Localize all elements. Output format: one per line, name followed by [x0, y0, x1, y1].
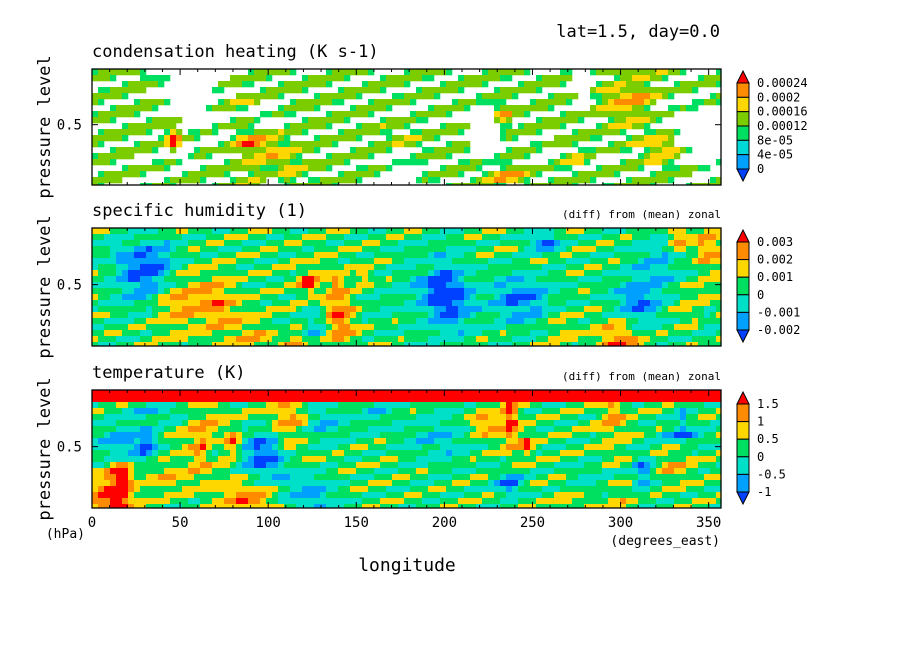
colorbar-label: 0: [757, 288, 764, 302]
colorbar-label: 0: [757, 450, 764, 464]
x-axis-units: (degrees_east): [610, 534, 720, 549]
plot-frame: [91, 227, 722, 347]
y-axis-label: pressure level: [35, 215, 55, 358]
x-axis: 0 50 100 150 200 250 300 350: [88, 515, 722, 531]
y-axis-label: pressure level: [35, 377, 55, 520]
colorbar-label: 0.5: [757, 432, 779, 446]
x-tick-label: 250: [520, 515, 545, 531]
panel-3: temperature (K) (diff) from (mean) zonal p…: [35, 363, 786, 521]
x-tick-label: 200: [432, 515, 457, 531]
panel-1: condensation heating (K s-1) pressure lev…: [35, 42, 808, 199]
colorbar: 0.003 0.002 0.001 0 -0.001 -0.002: [736, 228, 800, 344]
colorbar-label: -0.001: [757, 305, 800, 319]
colorbar-label: -1: [757, 485, 771, 499]
colorbar-label: -0.002: [757, 323, 800, 337]
x-tick-label: 350: [696, 515, 721, 531]
y-axis-label: pressure level: [35, 55, 55, 198]
colorbar-label: -0.5: [757, 467, 786, 481]
y-tick-label: 0.5: [57, 278, 82, 294]
panel-2: specific humidity (1) (diff) from (mean) …: [35, 201, 800, 359]
y-tick-label: 0.5: [57, 118, 82, 134]
heatmap-cells: [92, 69, 722, 186]
panel-subtitle: (diff) from (mean) zonal: [562, 208, 721, 221]
colorbar-label: 0.002: [757, 253, 793, 267]
colorbar-label: 4e-05: [757, 148, 793, 162]
x-tick-label: 100: [256, 515, 281, 531]
panel-title: temperature (K): [92, 363, 246, 383]
colorbar-label: 0.0002: [757, 90, 800, 104]
colorbar-label: 0: [757, 162, 764, 176]
panel-title: condensation heating (K s-1): [92, 42, 379, 62]
header-label: lat=1.5, day=0.0: [556, 22, 720, 42]
colorbar-label: 0.003: [757, 235, 793, 249]
x-tick-label: 300: [608, 515, 633, 531]
panel-subtitle: (diff) from (mean) zonal: [562, 370, 721, 383]
plot-frame: [91, 68, 722, 186]
colorbar-label: 1: [757, 415, 764, 429]
plot-frame: [91, 389, 722, 509]
colorbar-label: 0.00012: [757, 119, 808, 133]
colorbar-label: 0.00024: [757, 76, 808, 90]
y-axis-units: (hPa): [46, 527, 85, 542]
panel-title: specific humidity (1): [92, 201, 307, 221]
y-tick-label: 0.5: [57, 440, 82, 456]
x-axis-label: longitude: [358, 555, 456, 576]
colorbar-label: 0.00016: [757, 105, 808, 119]
colorbar: 1.5 1 0.5 0 -0.5 -1: [736, 390, 786, 506]
x-tick-label: 150: [344, 515, 369, 531]
x-tick-label: 50: [172, 515, 189, 531]
heatmap-cells: [92, 228, 722, 347]
colorbar-label: 0.001: [757, 270, 793, 284]
colorbar-label: 8e-05: [757, 133, 793, 147]
x-tick-label: 0: [88, 515, 96, 531]
colorbar-label: 1.5: [757, 397, 779, 411]
heatmap-cells: [92, 390, 722, 509]
